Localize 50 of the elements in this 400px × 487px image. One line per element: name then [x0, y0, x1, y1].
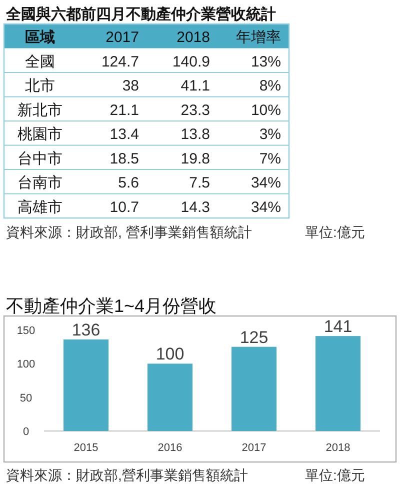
cell: 8%	[259, 78, 281, 95]
ytick: 150	[16, 325, 36, 337]
cell: 19.8	[180, 150, 210, 168]
cell: 41.1	[180, 78, 210, 95]
cell: 10.7	[110, 198, 139, 216]
cell: 7.5	[189, 174, 210, 192]
cell: 13.8	[180, 126, 210, 144]
title: 全國與六都前四月不動產仲介業營收統計	[6, 6, 276, 23]
header: 2018	[176, 29, 210, 46]
data-label: 136	[72, 320, 100, 340]
annotation: 資料來源：財政部, 營利事業銷售額統計	[6, 224, 252, 240]
row-label: 北市	[25, 78, 55, 95]
cell: 5.6	[118, 174, 139, 192]
cell: 124.7	[101, 53, 139, 70]
data-label: 141	[324, 317, 352, 336]
row-label: 台中市	[18, 150, 62, 168]
cell: 21.1	[110, 102, 139, 119]
xtick: 2018	[326, 442, 350, 454]
cell: 38	[122, 78, 139, 95]
cell: 34%	[250, 174, 281, 192]
row-label: 高雄市	[18, 198, 62, 216]
cell: 34%	[250, 198, 281, 216]
xtick: 2016	[158, 442, 182, 454]
data-label: 125	[240, 328, 268, 347]
cell: 3%	[259, 126, 281, 144]
ytick: 0	[22, 426, 30, 438]
cell: 14.3	[180, 198, 210, 216]
ytick: 50	[20, 392, 32, 404]
cell: 10%	[250, 102, 281, 119]
header: 年增率	[236, 29, 281, 46]
cell: 13.4	[110, 126, 139, 144]
annotation: 單位:億元	[305, 467, 365, 483]
row-label: 台南市	[18, 174, 62, 192]
cell: 23.3	[180, 102, 210, 119]
annotation: 單位:億元	[305, 224, 365, 240]
annotation: 資料來源：財政部,營利事業銷售額統計	[6, 467, 248, 483]
ytick: 100	[16, 358, 36, 371]
cell: 18.5	[110, 150, 139, 168]
title: 不動產仲介業1~4月份營收	[6, 296, 217, 316]
xtick: 2015	[74, 442, 98, 454]
row-label: 桃園市	[18, 126, 62, 144]
data-label: 100	[156, 344, 184, 364]
row-label: 全國	[25, 53, 55, 70]
cell: 140.9	[172, 53, 210, 70]
cell: 7%	[259, 150, 281, 168]
row-label: 新北市	[18, 102, 62, 119]
xtick: 2017	[242, 442, 266, 454]
cell: 13%	[250, 53, 281, 70]
header: 區域	[25, 29, 55, 46]
header: 2017	[106, 29, 139, 46]
